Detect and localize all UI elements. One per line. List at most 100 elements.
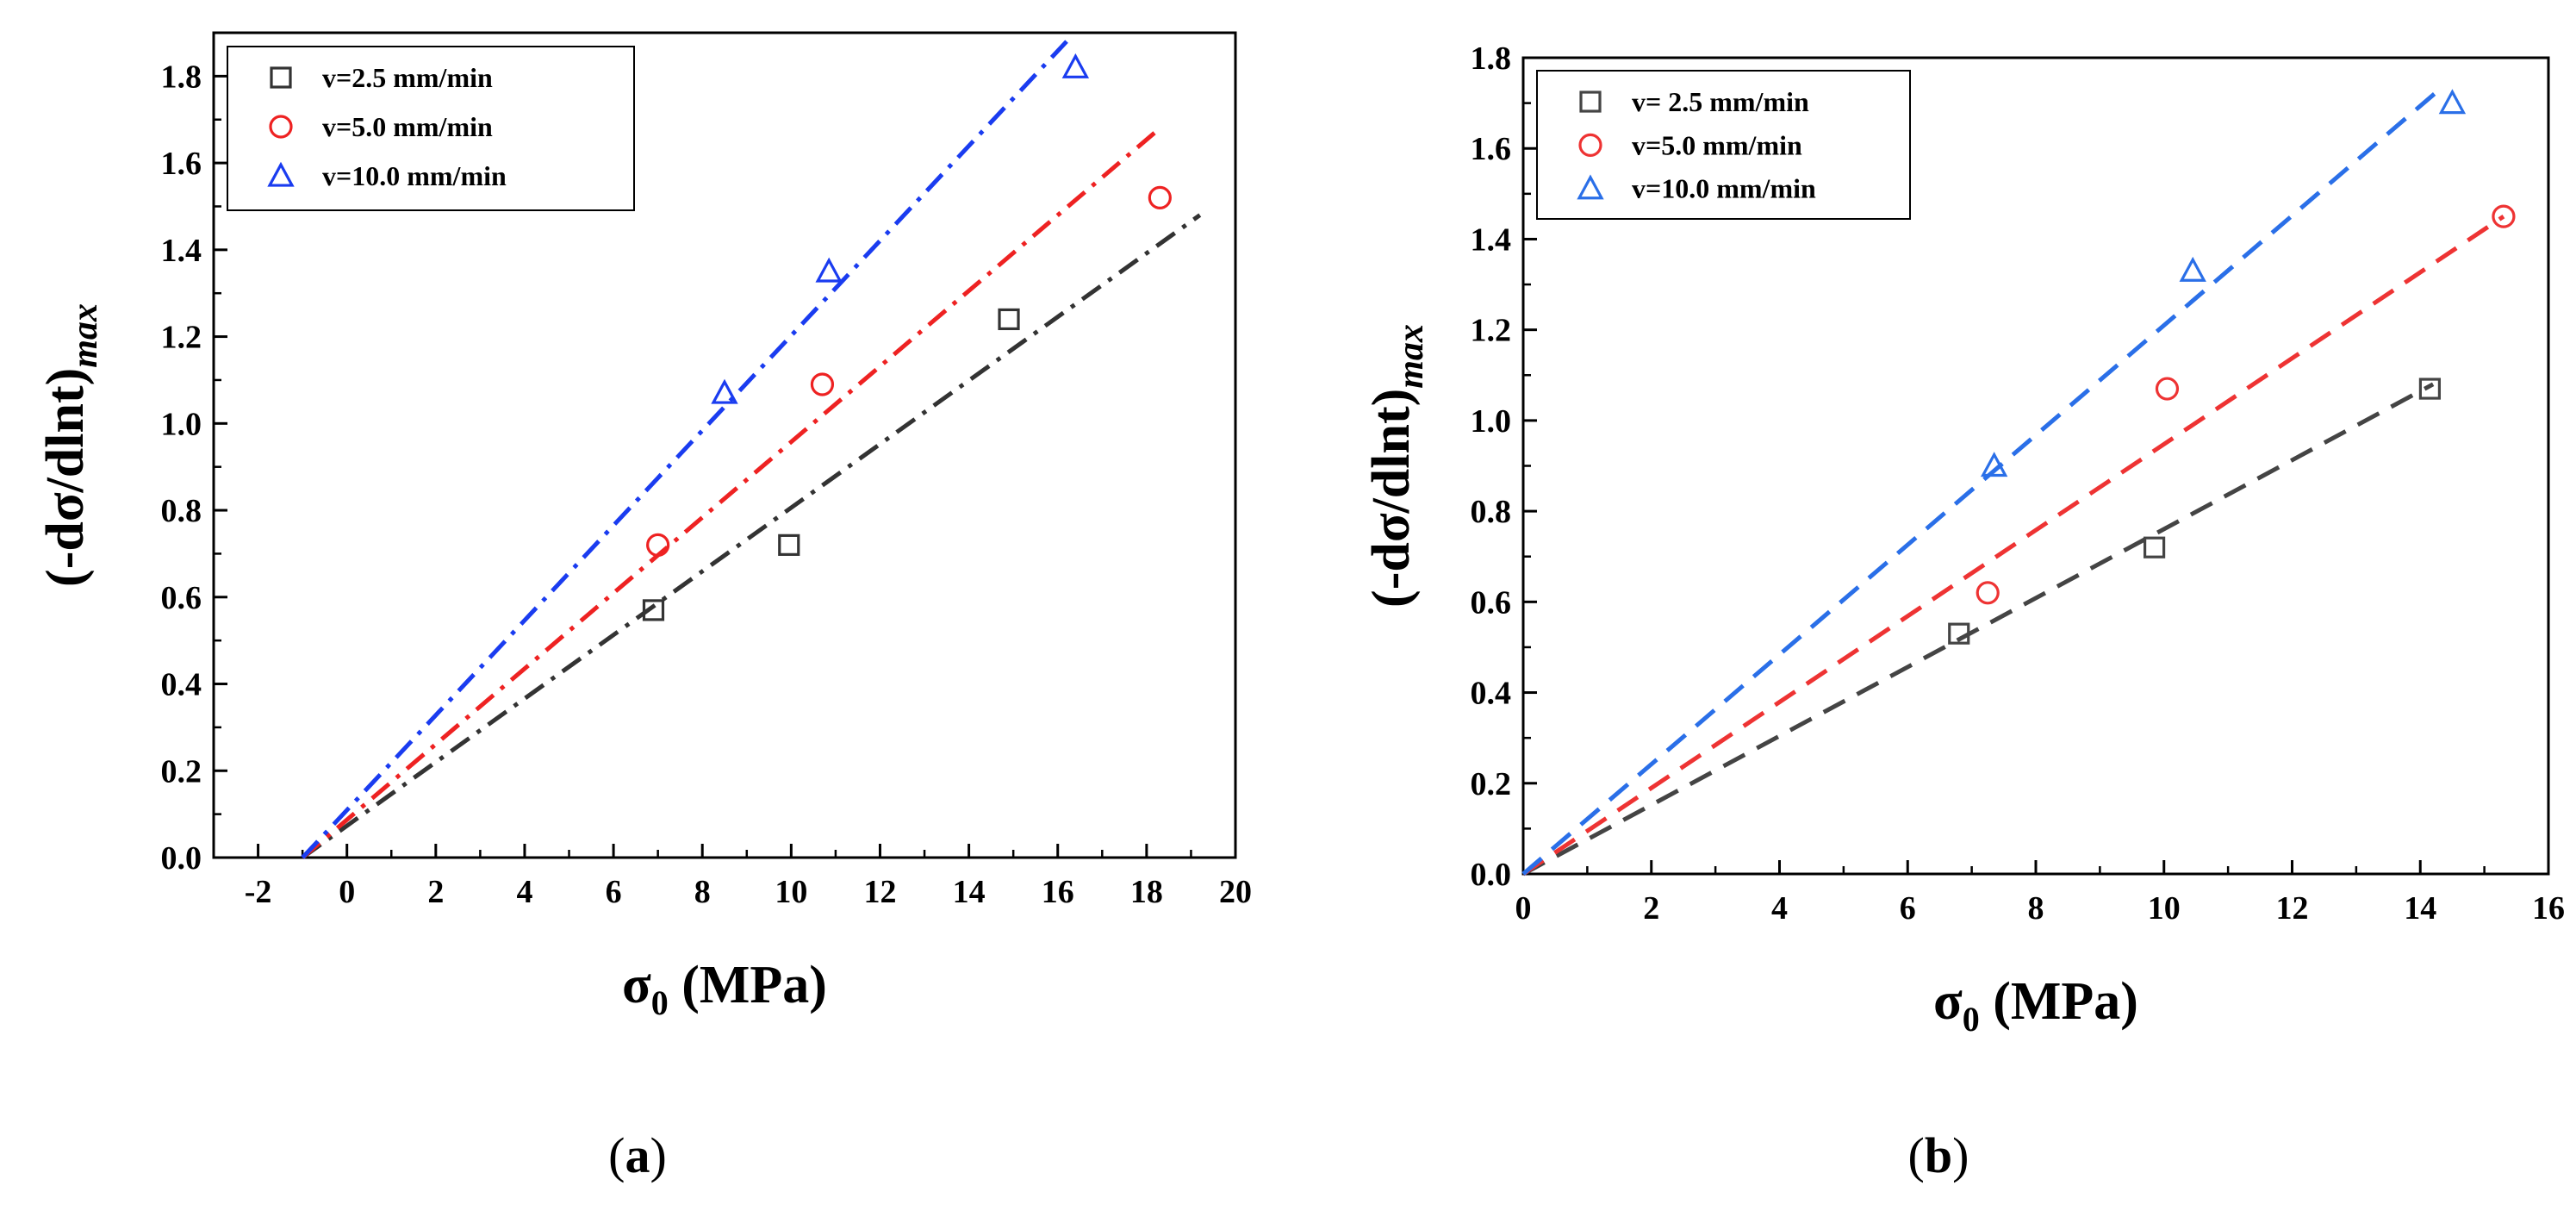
data-point-square (642, 599, 665, 621)
data-point-triangle (1980, 452, 2008, 477)
y-tick-label: 0.0 (1471, 857, 1512, 893)
legend-label: v=2.5 mm/min (322, 62, 493, 93)
y-axis-title: (-dσ/dlnt)max (1362, 324, 1431, 608)
caption-open: ( (608, 1127, 625, 1183)
y-tick-label: 1.0 (1471, 403, 1512, 440)
x-tick-label: 6 (1900, 890, 1916, 927)
panel-caption: (a) (608, 1127, 667, 1183)
legend-label: v=5.0 mm/min (322, 111, 493, 142)
caption-letter: a (625, 1127, 650, 1183)
data-point-triangle (2179, 256, 2206, 282)
y-tick-label: 0.8 (1471, 494, 1512, 530)
fit-line-square (1521, 382, 2435, 877)
x-axis-title: σ0 (MPa) (622, 956, 827, 1022)
x-tick-label: 16 (1042, 874, 1074, 910)
y-tick-label: 0.6 (161, 580, 202, 616)
caption-close: ) (1952, 1127, 1969, 1183)
caption-close: ) (650, 1127, 667, 1183)
data-point-triangle (1061, 53, 1090, 78)
data-point-triangle (815, 257, 843, 283)
x-axis-title: σ0 (MPa) (1933, 972, 2138, 1039)
x-tick-label: 2 (1643, 890, 1659, 927)
legend-marker-square (1579, 90, 1602, 113)
fit-line-circle (1521, 215, 2505, 877)
legend-marker-square (270, 66, 292, 89)
data-point-square (2143, 536, 2166, 558)
y-axis-title-subscript: max (1391, 324, 1431, 389)
y-axis-title-subscript: max (65, 303, 105, 368)
data-point-square (2418, 378, 2442, 400)
data-point-circle (646, 533, 670, 557)
data-point-circle (810, 372, 835, 396)
y-axis-title-main: (-dσ/dlnt) (1362, 389, 1421, 608)
plot-frame (212, 31, 1237, 859)
y-tick-label: 0.0 (161, 840, 202, 877)
y-tick-label: 0.2 (161, 753, 202, 789)
legend-label: v=5.0 mm/min (1632, 129, 1802, 160)
y-tick-label: 1.4 (1471, 222, 1512, 258)
data-point-square (778, 534, 800, 556)
legend-marker-triangle (1577, 174, 1604, 200)
x-tick-label: 16 (2532, 890, 2565, 927)
y-tick-label: 1.8 (1471, 41, 1512, 77)
legend-label: v=10.0 mm/min (1632, 173, 1816, 204)
x-tick-label: 10 (775, 874, 807, 910)
chart-panel-b: 0 2 4 6 8 10 12 14 16 0.0 0.2 0.4 0.6 0.8 1.0 1.2 1.4 1.6… (1362, 41, 2565, 1183)
chart-panel-a: -2 0 2 4 6 8 10 12 14 16 18 20 0.0 0.2 0.4 0.6 0.8 1.0 1.2… (36, 31, 1252, 1183)
fit-line-triangle (301, 40, 1068, 859)
legend-label: v= 2.5 mm/min (1632, 86, 1809, 117)
caption-open: ( (1908, 1127, 1925, 1183)
y-tick-label: 0.6 (1471, 584, 1512, 621)
data-point-square (998, 308, 1020, 331)
x-tick-label: -2 (245, 874, 272, 910)
data-point-triangle (711, 378, 738, 404)
legend-marker-circle (1578, 133, 1602, 157)
x-tick-label: 20 (1219, 874, 1252, 910)
x-axis-title-units: (MPa) (669, 956, 827, 1014)
fit-line-square (301, 213, 1202, 860)
data-point-triangle (2438, 89, 2467, 115)
legend-marker-triangle (267, 161, 295, 187)
y-tick-label: 0.8 (161, 493, 202, 529)
y-tick-label: 0.4 (1471, 676, 1512, 712)
data-point-circle (2155, 377, 2180, 401)
y-tick-label: 1.0 (161, 406, 202, 442)
x-axis-title-symbol: σ (1933, 972, 1963, 1031)
x-tick-label: 12 (863, 874, 896, 910)
x-axis-title-units: (MPa) (1980, 972, 2138, 1031)
data-point-circle (2492, 204, 2516, 228)
y-tick-label: 0.2 (1471, 766, 1512, 802)
caption-letter: b (1925, 1127, 1952, 1183)
y-tick-label: 1.8 (161, 59, 202, 95)
fit-line-triangle (1521, 87, 2442, 876)
x-tick-label: 6 (606, 874, 622, 910)
panel-caption: (b) (1908, 1127, 1969, 1183)
y-tick-label: 1.6 (161, 146, 202, 182)
x-tick-label: 14 (953, 874, 986, 910)
x-tick-label: 14 (2404, 890, 2436, 927)
x-tick-label: 18 (1130, 874, 1163, 910)
x-axis-title-symbol: σ (622, 956, 651, 1014)
x-tick-label: 8 (2028, 890, 2044, 927)
y-tick-label: 0.4 (161, 667, 202, 703)
legend-label: v=10.0 mm/min (322, 160, 507, 191)
y-tick-label: 1.4 (161, 233, 202, 269)
x-tick-label: 2 (427, 874, 444, 910)
x-tick-label: 4 (516, 874, 532, 910)
y-tick-label: 1.6 (1471, 131, 1512, 167)
x-tick-label: 0 (1515, 890, 1532, 927)
y-axis-title-main: (-dσ/dlnt) (36, 368, 95, 587)
x-axis-title-subscript: 0 (1963, 1000, 1980, 1039)
x-axis-title-subscript: 0 (651, 983, 669, 1022)
data-point-circle (1148, 185, 1172, 209)
legend-box (227, 46, 635, 211)
x-tick-label: 4 (1771, 890, 1788, 927)
y-axis-title: (-dσ/dlnt)max (36, 303, 105, 587)
x-tick-label: 0 (339, 874, 355, 910)
data-point-circle (1976, 581, 2000, 605)
y-tick-label: 1.2 (161, 320, 202, 356)
data-point-square (1948, 622, 1970, 645)
legend-marker-circle (269, 115, 293, 139)
x-tick-label: 12 (2276, 890, 2309, 927)
x-tick-label: 10 (2148, 890, 2181, 927)
